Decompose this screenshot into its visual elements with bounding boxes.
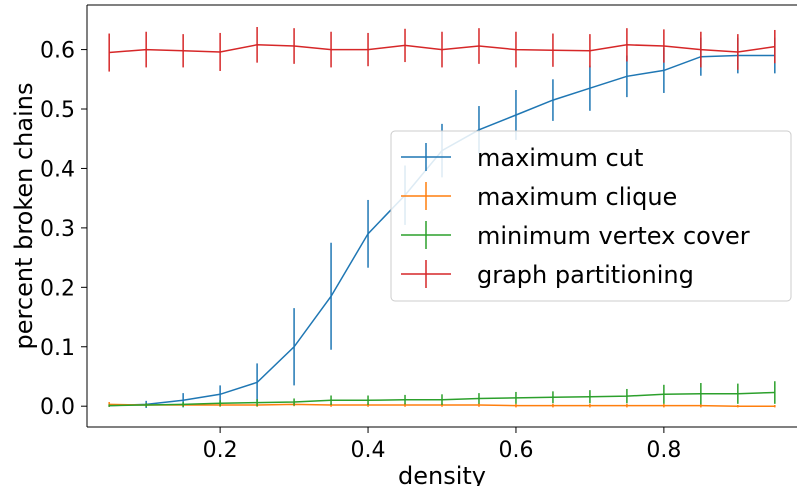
legend: maximum cut maximum clique minimum vertex … — [390, 130, 792, 302]
x-tick-label: 0.2 — [203, 438, 238, 463]
series-line — [109, 391, 775, 407]
series-line — [109, 44, 775, 54]
x-tick-label: 0.6 — [498, 438, 533, 463]
legend-label: maximum clique — [477, 183, 677, 211]
legend-label: minimum vertex cover — [477, 222, 750, 250]
y-tick-label: 0.4 — [40, 157, 75, 182]
x-axis: 0.2 0.4 0.6 0.8 — [203, 427, 681, 463]
y-tick-label: 0.2 — [40, 276, 75, 301]
series-3 — [108, 26, 776, 72]
x-axis-label: density — [398, 462, 486, 486]
y-tick-label: 0.6 — [40, 39, 75, 64]
series-2 — [108, 381, 776, 407]
y-tick-label: 0.5 — [40, 98, 75, 123]
legend-label: graph partitioning — [477, 261, 694, 289]
y-tick-label: 0.0 — [40, 395, 75, 420]
y-axis: 0.0 0.1 0.2 0.3 0.4 0.5 0.6 — [40, 39, 87, 420]
x-tick-label: 0.4 — [351, 438, 386, 463]
x-tick-label: 0.8 — [646, 438, 681, 463]
y-tick-label: 0.3 — [40, 217, 75, 242]
y-tick-label: 0.1 — [40, 336, 75, 361]
legend-box — [390, 130, 792, 302]
y-axis-label: percent broken chains — [10, 83, 38, 350]
legend-label: maximum cut — [477, 144, 643, 172]
